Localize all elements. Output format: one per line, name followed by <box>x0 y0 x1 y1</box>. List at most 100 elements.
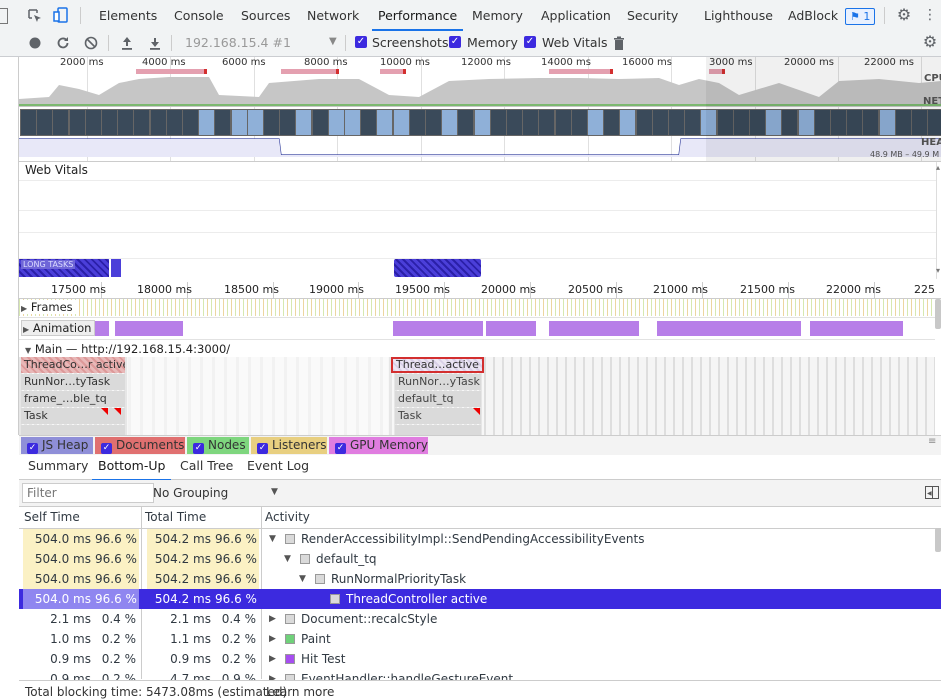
screenshot-thumbnail[interactable] <box>344 109 361 136</box>
chevron-down-icon[interactable]: ▼ <box>271 487 278 497</box>
table-row[interactable]: 0.9 ms 0.2 % 0.9 ms 0.2 % ▶ Hit Test <box>19 649 941 669</box>
scroll-up-icon[interactable]: ▴ <box>936 163 941 172</box>
table-row[interactable]: 504.0 ms 96.6 % 504.2 ms 96.6 % ▼ default_tq <box>19 549 941 569</box>
filter-input[interactable] <box>22 483 154 503</box>
more-options-icon[interactable]: ⋮ <box>923 7 937 23</box>
device-toolbar-icon[interactable] <box>53 7 69 23</box>
screenshots-checkbox[interactable]: ✓ <box>355 36 367 48</box>
screenshot-thumbnail[interactable] <box>295 109 313 136</box>
expand-triangle-icon[interactable]: ▶ <box>269 674 276 684</box>
tab-application[interactable]: Application <box>541 8 611 23</box>
screenshot-thumbnail[interactable] <box>587 109 604 136</box>
tab-security[interactable]: Security <box>627 8 679 23</box>
screenshot-thumbnail[interactable] <box>425 109 442 136</box>
screenshot-thumbnail[interactable] <box>36 109 54 136</box>
table-row[interactable]: 2.1 ms 0.4 % 2.1 ms 0.4 % ▶ Document::recalcS… <box>19 609 941 629</box>
collapse-triangle-icon[interactable]: ▼ <box>269 534 276 544</box>
screenshot-thumbnail[interactable] <box>408 109 426 136</box>
screenshot-thumbnail[interactable] <box>133 109 151 136</box>
column-activity[interactable]: Activity <box>265 510 310 524</box>
screenshot-thumbnail[interactable] <box>101 109 118 136</box>
screenshot-thumbnail[interactable] <box>522 109 540 136</box>
screenshot-thumbnail[interactable] <box>473 109 491 136</box>
target-select[interactable]: 192.168.15.4 #1 <box>185 35 291 50</box>
learn-more-link[interactable]: Learn more <box>266 685 335 699</box>
collapse-triangle-icon[interactable]: ▼ <box>299 574 306 584</box>
inspect-element-icon[interactable] <box>27 8 43 24</box>
expand-triangle-icon[interactable]: ▶ <box>269 634 276 644</box>
screenshot-thumbnail[interactable] <box>149 109 167 136</box>
counter-nodes[interactable]: ✓ Nodes <box>187 437 249 454</box>
screenshot-thumbnail[interactable] <box>198 109 216 136</box>
table-row[interactable]: 1.0 ms 0.2 % 1.1 ms 0.2 % ▶ Paint <box>19 629 941 649</box>
tab-console[interactable]: Console <box>174 8 224 23</box>
screenshot-thumbnail[interactable] <box>246 109 264 136</box>
screenshot-thumbnail[interactable] <box>182 109 199 136</box>
screenshot-thumbnail[interactable] <box>360 109 378 136</box>
screenshot-thumbnail[interactable] <box>538 109 556 136</box>
tab-elements[interactable]: Elements <box>99 8 158 23</box>
tab-sources[interactable]: Sources <box>241 8 291 23</box>
sidebar-toggle-icon[interactable]: ◀ <box>925 486 939 499</box>
table-row[interactable]: 504.0 ms 96.6 % 504.2 ms 96.6 % ThreadContro… <box>19 589 941 609</box>
screenshot-thumbnail[interactable] <box>20 109 37 136</box>
tab-bottom-up[interactable]: Bottom-Up <box>92 457 172 481</box>
record-icon[interactable] <box>27 35 43 51</box>
screenshot-thumbnail[interactable] <box>263 109 280 136</box>
screenshot-thumbnail[interactable] <box>506 109 523 136</box>
screenshot-thumbnail[interactable] <box>392 109 410 136</box>
screenshot-thumbnail[interactable] <box>52 109 70 136</box>
main-track-header[interactable]: ▼ Main — http://192.168.15.4:3000/ <box>25 342 230 356</box>
grouping-select[interactable]: No Grouping <box>153 486 229 500</box>
settings-gear-icon[interactable]: ⚙ <box>896 5 912 24</box>
screenshot-thumbnail[interactable] <box>635 109 653 136</box>
animation-track-header[interactable]: ▶ Animation <box>21 320 96 336</box>
table-row[interactable]: 504.0 ms 96.6 % 504.2 ms 96.6 % ▼ RunNormalPr… <box>19 569 941 589</box>
screenshot-thumbnail[interactable] <box>570 109 588 136</box>
counter-gpu-memory[interactable]: ✓ GPU Memory <box>329 437 428 454</box>
collapse-triangle-icon[interactable]: ▼ <box>284 554 291 564</box>
device-frame-icon[interactable] <box>0 8 8 24</box>
upload-profile-icon[interactable] <box>119 35 135 51</box>
screenshot-thumbnail[interactable] <box>214 109 232 136</box>
issues-badge[interactable]: ⚑ 1 <box>845 8 876 25</box>
flame-entry[interactable]: Task <box>395 408 481 424</box>
selected-flame-entry[interactable]: Thread…active <box>391 357 484 373</box>
tab-lighthouse[interactable]: Lighthouse <box>704 8 773 23</box>
capture-settings-gear-icon[interactable]: ⚙ <box>922 32 938 51</box>
counter-listeners[interactable]: ✓ Listeners <box>251 437 327 454</box>
screenshot-thumbnail[interactable] <box>165 109 183 136</box>
screenshot-thumbnail[interactable] <box>489 109 507 136</box>
tracks-scrollbar[interactable] <box>935 299 941 329</box>
screenshot-thumbnail[interactable] <box>327 109 345 136</box>
long-task-bar[interactable] <box>111 259 121 277</box>
screenshot-thumbnail[interactable] <box>230 109 248 136</box>
screenshot-thumbnail[interactable] <box>651 109 669 136</box>
trash-icon[interactable] <box>611 35 627 51</box>
clear-icon[interactable] <box>83 35 99 51</box>
screenshot-thumbnail[interactable] <box>619 109 637 136</box>
flame-entry[interactable]: RunNor…tyTask <box>21 374 125 390</box>
expand-triangle-icon[interactable]: ▶ <box>269 614 276 624</box>
screenshot-thumbnail[interactable] <box>84 109 102 136</box>
tab-performance[interactable]: Performance <box>371 0 464 31</box>
web-vitals-checkbox[interactable]: ✓ <box>524 36 536 48</box>
animation-lane[interactable] <box>19 317 935 339</box>
tab-network[interactable]: Network <box>307 8 360 23</box>
column-total-time[interactable]: Total Time <box>145 510 207 524</box>
screenshot-thumbnail[interactable] <box>441 109 459 136</box>
screenshot-thumbnail[interactable] <box>68 109 86 136</box>
screenshot-thumbnail[interactable] <box>668 109 685 136</box>
table-row[interactable]: 504.0 ms 96.6 % 504.2 ms 96.6 % ▼ RenderAcces… <box>19 529 941 549</box>
frames-lane[interactable] <box>19 299 935 316</box>
screenshot-thumbnail[interactable] <box>376 109 394 136</box>
timeline-ruler[interactable]: 17500 ms 18000 ms 18500 ms 19000 ms 1950… <box>19 282 941 299</box>
screenshot-thumbnail[interactable] <box>603 109 621 136</box>
screenshot-thumbnail[interactable] <box>117 109 135 136</box>
tab-adblock[interactable]: AdBlock <box>788 8 839 23</box>
counter-js-heap[interactable]: ✓ JS Heap <box>21 437 93 454</box>
frames-track-header[interactable]: ▶ Frames <box>21 300 77 314</box>
column-self-time[interactable]: Self Time <box>24 510 80 524</box>
expand-triangle-icon[interactable]: ▶ <box>269 654 276 664</box>
screenshot-thumbnail[interactable] <box>311 109 329 136</box>
